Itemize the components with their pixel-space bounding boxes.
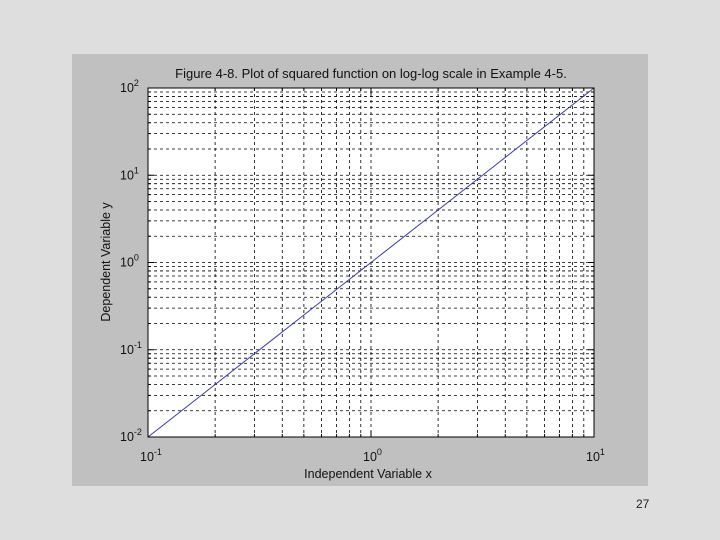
- y-tick-label: 100: [120, 253, 139, 270]
- chart: 10-1 100 101 10-2 10-1 100 101 102 Figure 4-8. …: [99, 66, 605, 481]
- y-tick-label: 101: [120, 165, 139, 182]
- series-layer: [147, 87, 595, 438]
- x-axis-label: Independent Variable x: [304, 467, 432, 481]
- grid: [148, 88, 594, 437]
- y-axis-label: Dependent Variable y: [99, 202, 113, 322]
- y-tick-label: 10-1: [120, 340, 142, 357]
- chart-title: Figure 4-8. Plot of squared function on …: [175, 66, 567, 81]
- tick-labels: 10-1 100 101 10-2 10-1 100 101 102: [120, 78, 605, 464]
- x-tick-label: 100: [363, 447, 382, 464]
- tick-marks: [147, 88, 594, 438]
- y-tick-label: 102: [120, 78, 139, 95]
- x-tick-label: 10-1: [140, 447, 162, 464]
- x-tick-label: 101: [586, 447, 605, 464]
- slide-number: 27: [636, 497, 650, 511]
- figure-panel: 10-1 100 101 10-2 10-1 100 101 102 Figure 4-8. …: [72, 54, 648, 486]
- y-tick-label: 10-2: [120, 427, 142, 444]
- series-line: [147, 87, 595, 438]
